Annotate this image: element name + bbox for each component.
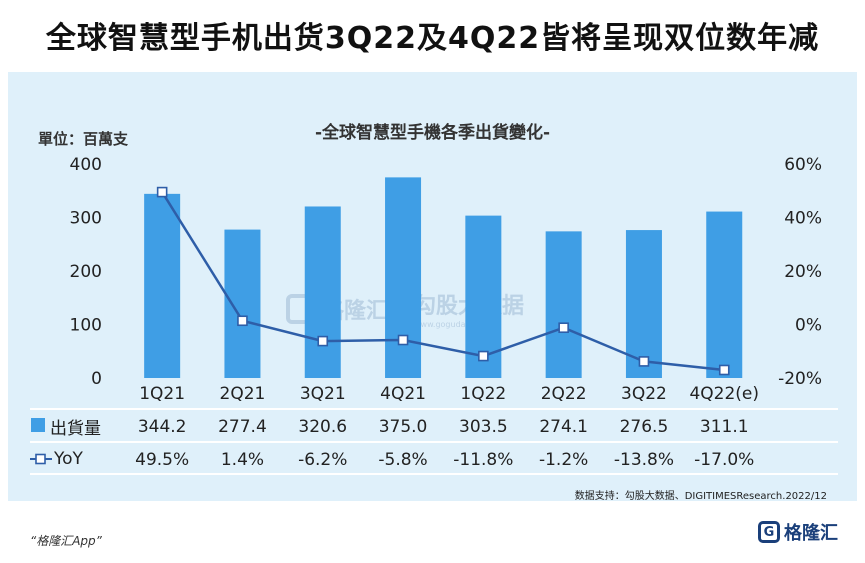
yoy-point [558, 322, 569, 334]
shipment-value-label: 274.1 [539, 417, 588, 437]
shipment-row-label: 出貨量 [50, 419, 101, 439]
watermark-partner-url: www.gogudata.com [414, 320, 494, 329]
yoy-value-label: -11.8% [453, 450, 513, 470]
y2-tick-label: 0% [795, 316, 822, 336]
yoy-value-label: -13.8% [614, 450, 674, 470]
yoy-point [156, 186, 168, 198]
yoy-row-label: YoY [54, 449, 83, 469]
yoy-point [397, 334, 409, 346]
y-tick-label: 0 [91, 369, 102, 389]
shipment-value-label: 320.6 [298, 417, 347, 437]
yoy-legend-marker [35, 453, 46, 465]
yoy-point [478, 350, 489, 362]
brand-logo: G 格隆汇 [758, 519, 838, 545]
y-tick-label: 200 [70, 262, 102, 282]
bar [304, 206, 341, 378]
y-tick-label: 100 [70, 316, 102, 336]
shipment-value-label: 277.4 [218, 417, 267, 437]
bar [706, 211, 743, 378]
bar [545, 231, 582, 378]
shipment-value-label: 344.2 [138, 417, 187, 437]
shipment-value-label: 276.5 [620, 417, 669, 437]
chart-title: -全球智慧型手機各季出貨變化- [314, 123, 551, 143]
y2-tick-label: 20% [784, 262, 822, 282]
x-tick-label: 2Q21 [220, 384, 266, 404]
x-tick-label: 3Q21 [300, 384, 346, 404]
x-tick-label: 4Q21 [380, 384, 426, 404]
unit-label: 單位：百萬支 [38, 130, 129, 148]
x-tick-label: 2Q22 [541, 384, 587, 404]
yoy-line [161, 191, 725, 372]
headline: 全球智慧型手机出货3Q22及4Q22皆将呈现双位数年减 [45, 21, 820, 56]
bar [625, 230, 662, 378]
yoy-point [638, 356, 650, 367]
shipment-legend-swatch [31, 418, 45, 432]
bar [144, 193, 181, 378]
footer-app: “格隆汇App” [30, 534, 102, 548]
bar [224, 229, 261, 378]
y2-tick-label: 60% [784, 155, 822, 175]
y-tick-label: 300 [70, 209, 102, 229]
shipment-value-label: 311.1 [700, 417, 749, 437]
yoy-value-label: -6.2% [298, 450, 347, 470]
x-tick-label: 1Q21 [139, 384, 185, 404]
brand-logo-text: 格隆汇 [784, 523, 838, 544]
yoy-value-label: -1.2% [539, 450, 588, 470]
yoy-value-label: 1.4% [221, 450, 264, 470]
yoy-value-label: -5.8% [378, 450, 427, 470]
yoy-point [317, 335, 329, 347]
bar [385, 177, 422, 378]
y2-tick-label: 40% [784, 209, 822, 229]
shipment-value-label: 375.0 [379, 417, 428, 437]
yoy-value-label: 49.5% [135, 450, 189, 470]
yoy-point [237, 315, 248, 327]
yoy-value-label: -17.0% [694, 450, 754, 470]
brand-logo-icon: G [758, 521, 780, 543]
shipment-value-label: 303.5 [459, 417, 508, 437]
x-tick-label: 1Q22 [460, 384, 506, 404]
x-tick-label: 4Q22(e) [689, 384, 759, 404]
source-note: 数据支持：勾股大数据、DIGITIMESResearch.2022/12 [574, 491, 827, 502]
y2-tick-label: -20% [778, 369, 822, 389]
y-tick-label: 400 [70, 155, 102, 175]
x-tick-label: 3Q22 [621, 384, 667, 404]
yoy-point [718, 364, 730, 376]
